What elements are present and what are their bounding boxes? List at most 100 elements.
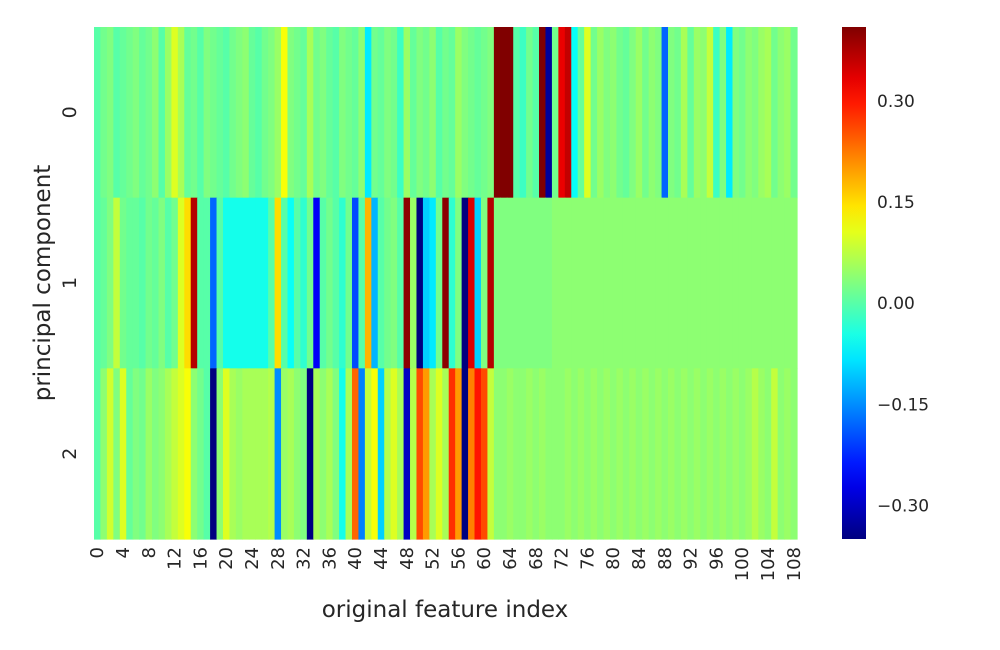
heatmap-cell [719, 368, 727, 540]
heatmap-cell [687, 197, 695, 369]
heatmap-cell [100, 27, 108, 199]
heatmap-cell [403, 27, 411, 199]
heatmap-cell [745, 368, 753, 540]
heatmap-cell [274, 368, 282, 540]
heatmap-cell [448, 368, 456, 540]
heatmap-cell [461, 197, 469, 369]
heatmap-cell [506, 197, 514, 369]
heatmap-cell [210, 368, 218, 540]
x-axis-label: original feature index [322, 597, 569, 623]
x-tick-label: 48 [397, 547, 418, 570]
heatmap-cell [487, 197, 495, 369]
heatmap-cell [603, 368, 611, 540]
heatmap-cell [158, 197, 166, 369]
heatmap-cell [274, 27, 282, 199]
heatmap-cell [235, 197, 243, 369]
heatmap-cell [410, 27, 418, 199]
heatmap-cell [706, 197, 714, 369]
heatmap-cell [326, 197, 334, 369]
heatmap-cell [332, 27, 340, 199]
heatmap-cell [339, 27, 347, 199]
x-tick-label: 64 [500, 547, 521, 570]
heatmap-cell [693, 27, 701, 199]
heatmap-cell [468, 368, 476, 540]
heatmap-cell [268, 197, 276, 369]
x-tick-label: 8 [139, 547, 160, 558]
heatmap-cell [281, 27, 289, 199]
heatmap-cell [532, 368, 540, 540]
heatmap-cell [635, 368, 643, 540]
heatmap-cell [171, 27, 179, 199]
heatmap-cell [622, 368, 630, 540]
heatmap-cell [713, 197, 721, 369]
heatmap-cell [145, 27, 153, 199]
heatmap-cell [680, 197, 688, 369]
heatmap-cell [371, 27, 379, 199]
heatmap-cell [474, 197, 482, 369]
heatmap-cell [480, 197, 489, 369]
heatmap-cell [455, 27, 463, 199]
heatmap-cell [255, 197, 263, 369]
heatmap-cell [732, 27, 740, 199]
heatmap-cell [487, 368, 495, 540]
heatmap-cell [351, 197, 360, 369]
heatmap-cell [461, 368, 469, 540]
heatmap-cell [429, 197, 437, 369]
heatmap-cell [758, 197, 766, 369]
heatmap-cell [668, 197, 676, 369]
heatmap-cell [674, 27, 682, 199]
heatmap-cell [345, 27, 353, 199]
heatmap-cell [384, 197, 392, 369]
heatmap-cell [771, 368, 779, 540]
x-tick-label: 56 [448, 547, 469, 570]
heatmap-cell [184, 197, 192, 369]
heatmap-cell [435, 27, 443, 199]
x-tick-label: 52 [423, 547, 444, 570]
heatmap-cell [319, 197, 327, 369]
heatmap-cell [332, 197, 340, 369]
heatmap-cell [132, 197, 140, 369]
heatmap-cell [584, 368, 592, 540]
heatmap-cell [558, 197, 566, 369]
heatmap-cell [435, 197, 443, 369]
heatmap-cell [751, 197, 759, 369]
heatmap-cell [532, 197, 540, 369]
heatmap-cell [693, 197, 701, 369]
heatmap-cell [564, 368, 572, 540]
heatmap-cell [397, 368, 405, 540]
heatmap-cell [784, 27, 792, 199]
heatmap-cell [616, 197, 624, 369]
heatmap-cell [422, 197, 430, 369]
heatmap-cell [648, 368, 656, 540]
heatmap-cell [222, 197, 231, 369]
heatmap-cell [622, 27, 630, 199]
heatmap-cell [513, 27, 521, 199]
heatmap-cell [397, 197, 405, 369]
heatmap-cell [177, 197, 185, 369]
heatmap-cell [242, 197, 250, 369]
heatmap-cell [442, 27, 450, 199]
heatmap-cell [293, 27, 301, 199]
heatmap-cell [171, 197, 179, 369]
heatmap-cell [700, 27, 708, 199]
x-tick-label: 76 [577, 547, 598, 570]
heatmap-cell [94, 368, 102, 540]
heatmap-cell [210, 197, 218, 369]
heatmap-cell [145, 197, 153, 369]
heatmap-cell [229, 197, 237, 369]
heatmap-cell [94, 197, 102, 369]
heatmap-cell [287, 368, 295, 540]
heatmap-cell [177, 368, 185, 540]
heatmap-cell [235, 27, 243, 199]
heatmap-cell [339, 197, 347, 369]
heatmap-cell [216, 27, 224, 199]
heatmap-cell [513, 368, 521, 540]
heatmap-cell [577, 197, 585, 369]
heatmap-cell [526, 368, 534, 540]
heatmap-cell [158, 27, 166, 199]
heatmap-cell [326, 368, 334, 540]
heatmap-cell [500, 27, 508, 199]
heatmap-cell [94, 27, 102, 199]
heatmap-cell [655, 197, 663, 369]
heatmap-cell [590, 27, 598, 199]
